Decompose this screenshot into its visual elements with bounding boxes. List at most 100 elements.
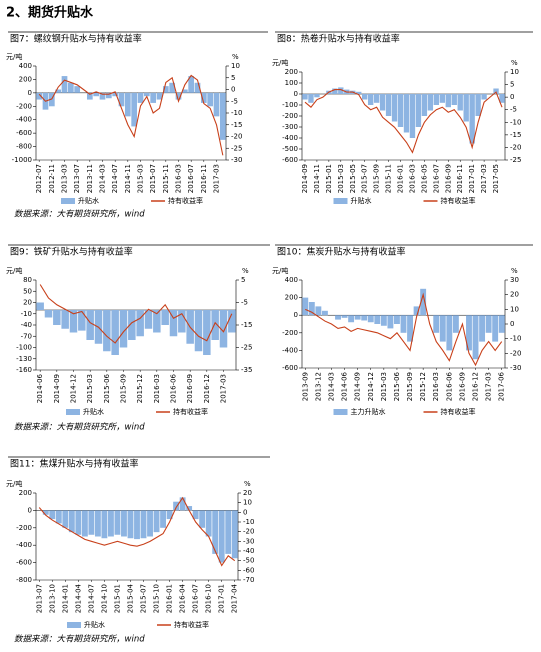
bar xyxy=(439,94,445,103)
bar xyxy=(212,510,219,554)
bar xyxy=(341,315,348,318)
bar xyxy=(81,510,88,537)
x-tick-label: 2016-01 xyxy=(397,164,405,193)
x-tick-label: 2013-07 xyxy=(73,164,81,193)
y2-tick-label: -20 xyxy=(510,349,521,357)
bar xyxy=(485,315,492,333)
y2-tick-label: -40 xyxy=(243,547,254,555)
x-tick-label: 2017-03 xyxy=(480,164,488,193)
bar xyxy=(354,315,361,320)
x-tick-label: 2015-03 xyxy=(137,164,145,193)
x-tick-label: 2015-07 xyxy=(140,584,148,613)
x-tick-label: 2017-05 xyxy=(492,164,500,193)
y2-tick-label: 5 xyxy=(231,74,235,82)
y-tick-label: 100 xyxy=(285,79,298,87)
bar xyxy=(332,88,338,94)
y2-tick-label: -25 xyxy=(231,144,242,152)
y2-axis-unit: % xyxy=(511,59,518,67)
bar xyxy=(112,92,119,97)
x-tick-label: 2013-11 xyxy=(86,164,94,193)
bar xyxy=(373,94,380,103)
y-tick-label: 200 xyxy=(285,68,298,76)
y-axis-unit: 元/吨 xyxy=(6,52,22,61)
y-tick-label: -400 xyxy=(16,541,32,549)
x-tick-label: 2016-03 xyxy=(408,164,416,193)
bar xyxy=(68,510,75,533)
x-tick-label: 2014-06 xyxy=(341,371,349,401)
bar xyxy=(74,86,81,93)
bar xyxy=(446,315,453,351)
bar xyxy=(75,510,82,535)
bar xyxy=(150,92,157,103)
x-tick-label: 2014-07 xyxy=(87,584,95,613)
x-tick-label: 2014-10 xyxy=(100,584,108,613)
bar xyxy=(427,94,434,111)
bar xyxy=(67,82,74,93)
bar xyxy=(498,315,505,333)
bar xyxy=(186,506,193,511)
bar xyxy=(457,94,463,111)
bar xyxy=(111,310,119,355)
section-heading: 2、期货升贴水 xyxy=(6,5,94,21)
bar xyxy=(321,310,328,316)
bar xyxy=(219,92,226,140)
bar xyxy=(134,510,140,540)
bar xyxy=(374,315,381,324)
y2-tick-label: -30 xyxy=(231,156,242,164)
x-tick-label: 2015-12 xyxy=(419,372,427,401)
y-tick-label: -40 xyxy=(21,321,32,329)
x-tick-label: 2017-01 xyxy=(468,164,476,193)
bar xyxy=(127,510,134,539)
bar xyxy=(492,315,499,342)
y2-tick-label: -70 xyxy=(243,576,254,584)
bar xyxy=(131,92,138,127)
bar xyxy=(69,310,78,333)
bar xyxy=(94,510,101,537)
x-tick-label: 2014-12 xyxy=(367,372,375,401)
y2-tick-label: 0 xyxy=(243,508,247,516)
x-tick-label: 2016-03 xyxy=(153,374,161,403)
y-tick-label: -10 xyxy=(21,310,32,318)
y2-tick-label: 5 xyxy=(510,81,514,89)
bar xyxy=(192,510,199,520)
y-tick-label: -800 xyxy=(16,576,32,584)
source-note: 数据来源：大有期货研究所，wind xyxy=(14,209,145,220)
bar xyxy=(213,92,220,117)
bar xyxy=(421,94,428,116)
bar xyxy=(166,510,173,520)
y2-tick-label: -15 xyxy=(241,321,252,329)
bar xyxy=(308,302,315,316)
bar xyxy=(153,310,161,333)
bar xyxy=(49,510,56,520)
y-tick-label: -160 xyxy=(16,366,32,374)
x-tick-label: 2015-09 xyxy=(120,374,128,403)
bar xyxy=(314,94,320,98)
y-tick-label: -200 xyxy=(282,329,298,337)
x-tick-label: 2014-03 xyxy=(99,164,107,193)
bar xyxy=(219,310,228,348)
x-tick-label: 2015-07 xyxy=(149,164,157,193)
y2-tick-label: -15 xyxy=(231,121,242,129)
y2-tick-label: -20 xyxy=(510,143,521,151)
legend-label: 升贴水 xyxy=(78,196,99,205)
y2-tick-label: -10 xyxy=(510,118,521,126)
y2-tick-label: -35 xyxy=(241,366,252,374)
y-tick-label: -100 xyxy=(282,101,298,109)
bar xyxy=(44,310,53,318)
x-tick-label: 2016-11 xyxy=(456,164,464,193)
x-tick-label: 2015-06 xyxy=(103,373,111,403)
bar xyxy=(42,510,49,515)
bar xyxy=(420,288,427,316)
bar xyxy=(433,315,440,333)
bar xyxy=(169,82,176,93)
y-tick-label: 0 xyxy=(28,506,32,514)
x-tick-label: 2017-04 xyxy=(231,583,239,613)
y-tick-label: 400 xyxy=(285,276,298,284)
bar xyxy=(203,310,211,355)
bar xyxy=(315,306,322,316)
y-axis-unit: 元/吨 xyxy=(272,58,288,67)
bar xyxy=(103,310,111,352)
bar xyxy=(188,76,195,93)
bar xyxy=(128,310,136,340)
y-tick-label: -600 xyxy=(282,156,298,164)
